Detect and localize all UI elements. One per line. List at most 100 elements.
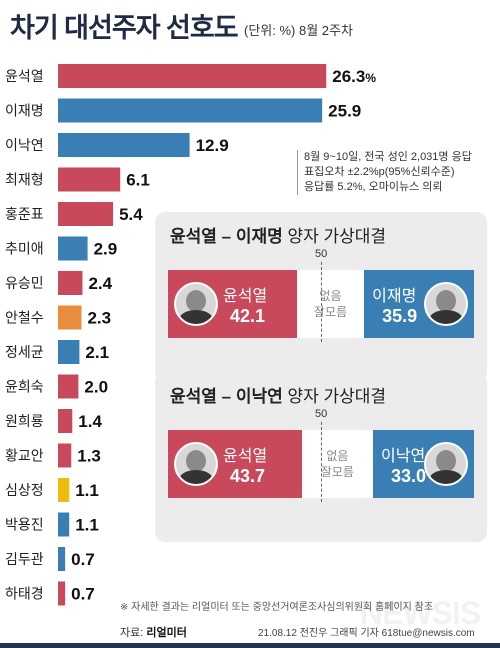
bar: [58, 374, 79, 399]
category-label: 추미애: [5, 241, 44, 257]
portrait-face: [186, 290, 206, 312]
bar: [58, 443, 72, 468]
matchup-title: 윤석열 – 이낙연 양자 가상대결: [170, 382, 386, 407]
data-label: 2.0: [84, 378, 108, 397]
portrait-body: [179, 310, 213, 324]
source-label: 자료:: [120, 627, 144, 639]
category-label: 윤희숙: [5, 379, 44, 395]
category-label: 윤석열: [5, 68, 44, 84]
bar: [58, 167, 121, 192]
data-label: 0.7: [71, 550, 95, 569]
data-label: 26.3%: [332, 67, 376, 86]
category-label: 원희룡: [5, 413, 44, 429]
data-label: 2.9: [94, 240, 118, 259]
matchup-right-name: 이재명: [372, 288, 417, 305]
data-label: 5.4: [119, 205, 143, 224]
portrait-face: [435, 450, 456, 472]
source: 자료: 리얼미터: [120, 624, 187, 640]
matchup-right-bar: 이재명 35.9: [364, 270, 474, 338]
bottom-rule: [0, 643, 500, 648]
matchup-left-name: 윤석열: [223, 448, 268, 465]
category-label: 정세균: [5, 344, 44, 360]
data-label: 6.1: [126, 171, 150, 190]
undecided-label-line: 잘모름: [313, 305, 348, 319]
matchup-right-name: 이낙연: [381, 448, 426, 465]
matchup-right-value: 33.0: [391, 466, 427, 486]
matchup-title-suffix: 양자 가상대결: [282, 387, 387, 406]
bar: [58, 409, 73, 433]
data-label: 0.7: [71, 585, 95, 604]
bar: [58, 133, 190, 157]
bar: [58, 305, 82, 330]
bar: [58, 271, 83, 295]
newsis-watermark: NEWSIS: [360, 595, 481, 631]
bar: [58, 581, 66, 606]
chart-title: 차기 대선주자 선호도: [10, 13, 239, 43]
matchup-title-suffix: 양자 가상대결: [282, 227, 387, 246]
lee-ny-portrait-icon: [423, 442, 468, 486]
data-label: 12.9: [196, 136, 229, 155]
undecided-label-line: 없음: [319, 289, 342, 303]
bar: [58, 512, 70, 537]
bar: [58, 202, 114, 226]
category-label: 황교안: [5, 448, 44, 464]
data-label: 1.4: [78, 412, 102, 431]
category-label: 김두관: [5, 551, 44, 567]
portrait-body: [428, 310, 463, 324]
bar: [58, 236, 88, 261]
portrait-body: [179, 470, 213, 484]
category-label: 유승민: [5, 275, 44, 291]
fifty-percent-label: 50: [315, 408, 328, 420]
data-label: 2.3: [87, 309, 111, 328]
data-label: 2.1: [85, 343, 109, 362]
data-label: 1.3: [77, 447, 101, 466]
portrait-face: [186, 450, 206, 472]
category-label: 하태경: [5, 586, 44, 602]
category-label: 박용진: [5, 517, 44, 533]
category-label: 이재명: [5, 103, 44, 119]
fifty-percent-line: [321, 262, 322, 342]
survey-note-line: 응답률 5.2%, 오마이뉴스 의뢰: [304, 181, 443, 193]
survey-note-line: 표집오차 ±2.2%p(95%신뢰수준): [304, 166, 455, 178]
data-label: 1.1: [75, 516, 99, 535]
matchup-title: 윤석열 – 이재명 양자 가상대결: [170, 222, 386, 247]
matchup-right-value: 35.9: [382, 306, 418, 326]
category-label: 홍준표: [5, 206, 44, 222]
category-label: 안철수: [5, 310, 44, 326]
data-label: 25.9: [328, 102, 361, 121]
category-label: 최재형: [5, 172, 44, 188]
category-label: 심상정: [5, 482, 44, 498]
matchup-left-value: 43.7: [230, 466, 266, 486]
matchup-title-names: 윤석열 – 이낙연: [170, 387, 283, 406]
fifty-percent-label: 50: [315, 248, 328, 260]
matchup-panel-yoon-vs-lee-jm: 윤석열 – 이재명 양자 가상대결 윤석열 42.1 없음 잘모름 이재명 35.9 50: [155, 212, 487, 382]
matchup-left-bar: 윤석열 42.1: [168, 270, 297, 338]
matchup-left-value: 42.1: [230, 306, 266, 326]
portrait-face: [435, 290, 456, 312]
fifty-percent-line: [321, 422, 322, 502]
matchup-title-names: 윤석열 – 이재명: [170, 227, 283, 246]
undecided-label-line: 잘모름: [320, 465, 354, 479]
bar: [58, 64, 327, 88]
source-name: 리얼미터: [146, 627, 187, 639]
matchup-left-bar: 윤석열 43.7: [168, 430, 302, 498]
undecided-label-line: 없음: [326, 449, 349, 463]
bar: [58, 340, 80, 364]
yoon-portrait-icon: [174, 282, 218, 326]
lee-jm-portrait-icon: [423, 282, 468, 326]
unit-label: %: [365, 71, 376, 85]
data-label: 2.4: [88, 274, 112, 293]
data-label: 1.1: [75, 481, 99, 500]
bar: [58, 478, 70, 502]
footnote: ※ 자세한 결과는 리얼미터 또는 중앙선거여론조사심의위원회 홈페이지 참조: [120, 602, 434, 613]
category-label: 이낙연: [5, 137, 44, 153]
credit: 21.08.12 전진우 그래픽 기자 618tue@newsis.com: [258, 628, 475, 639]
matchup-panel-yoon-vs-lee-ny: 윤석열 – 이낙연 양자 가상대결 윤석열 43.7 없음 잘모름 이낙연 33.0 50: [155, 372, 487, 542]
chart-subtitle: (단위: %) 8월 2주차: [244, 23, 353, 38]
portrait-body: [428, 470, 463, 484]
